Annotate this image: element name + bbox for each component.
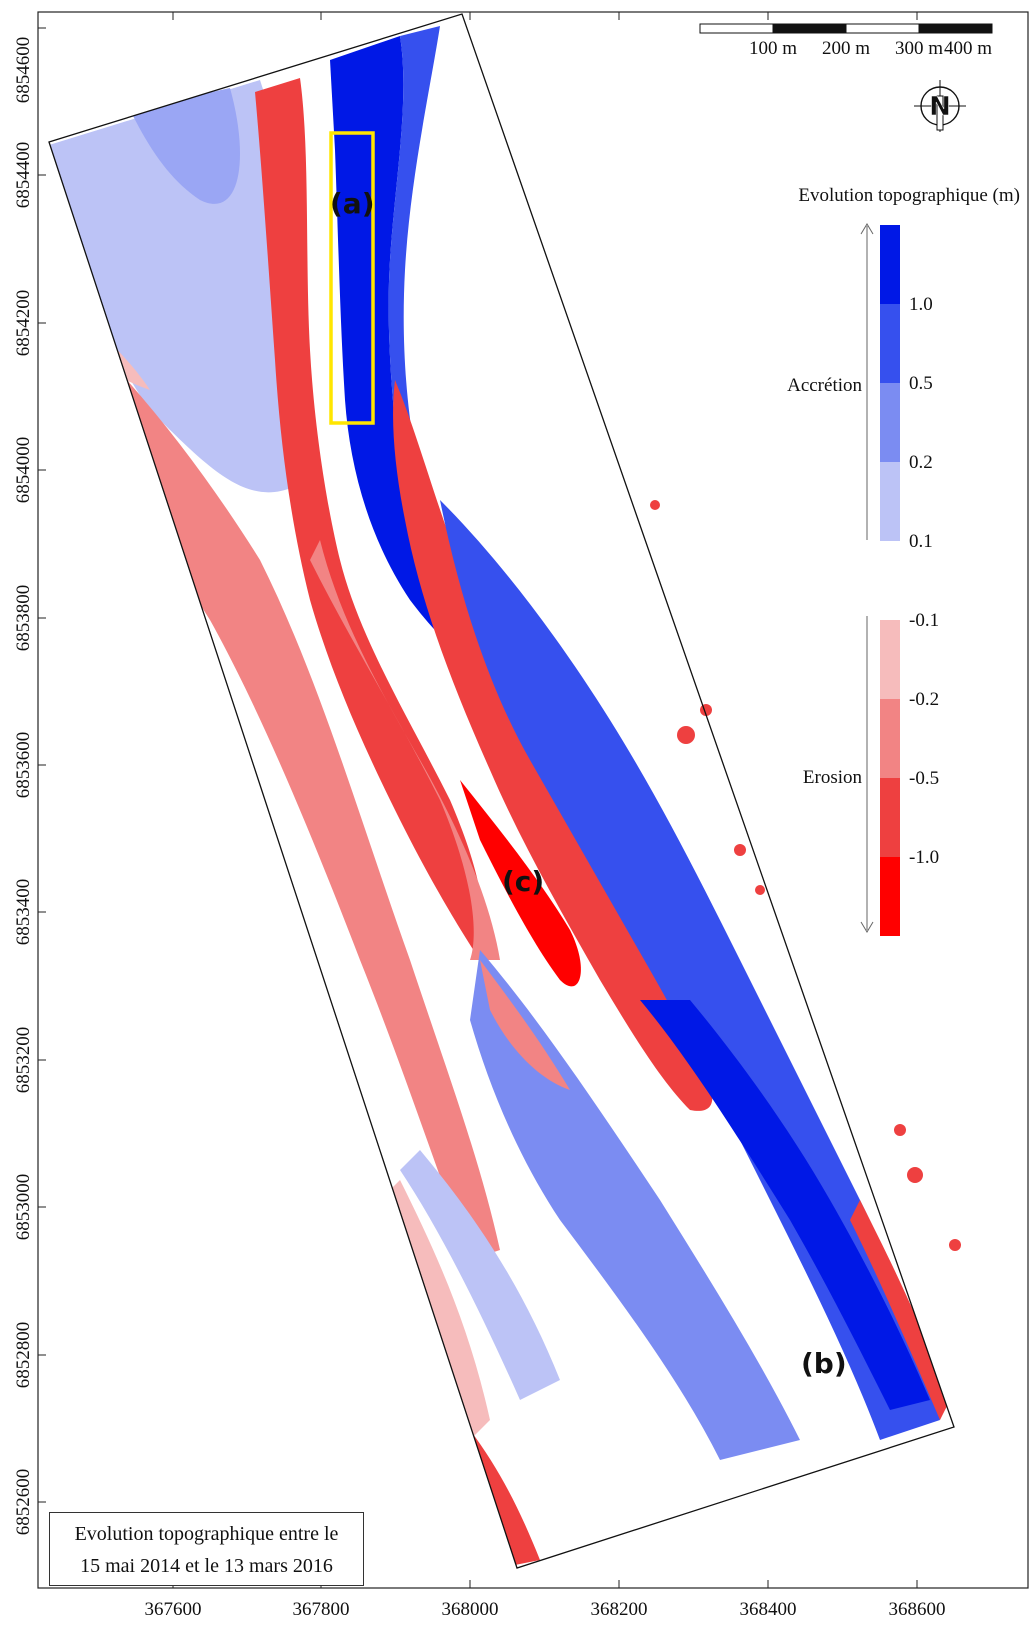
y-tick-label: 6853800 bbox=[13, 585, 34, 652]
legend-break-label: -0.5 bbox=[909, 768, 939, 789]
legend-swatch bbox=[880, 541, 900, 620]
red-spot bbox=[894, 1124, 906, 1136]
zone-a-highlight-box bbox=[329, 131, 375, 425]
southern-blue-channel bbox=[640, 1000, 930, 1410]
legend-swatch bbox=[880, 462, 900, 541]
scale-bar: 100 m 200 m 300 m 400 m bbox=[699, 23, 993, 59]
scale-segment bbox=[699, 23, 774, 34]
light-blue-zone-north bbox=[49, 80, 320, 493]
accretion-label: Accrétion bbox=[787, 375, 862, 396]
legend-title: Evolution topographique (m) bbox=[798, 185, 1020, 206]
y-tick-label: 6852600 bbox=[13, 1469, 34, 1536]
legend-swatch bbox=[880, 778, 900, 857]
northern-red-bar-light bbox=[310, 540, 500, 960]
scale-segment bbox=[845, 23, 920, 34]
north-label: N bbox=[929, 92, 951, 122]
annotation-b: (b) bbox=[801, 1347, 847, 1380]
y-tick-label: 6854600 bbox=[13, 37, 34, 104]
eastern-spots bbox=[650, 500, 961, 1251]
y-tick-label: 6854200 bbox=[13, 290, 34, 357]
south-tip-red bbox=[470, 1430, 540, 1568]
north-blue-channel bbox=[330, 36, 520, 682]
legend-break-label: 0.5 bbox=[909, 373, 933, 394]
south-red-bar bbox=[480, 960, 570, 1090]
y-tick-label: 6853400 bbox=[13, 879, 34, 946]
x-axis: 367600 367800 368000 368200 368400 36860… bbox=[145, 12, 946, 1620]
y-tick-label: 6852800 bbox=[13, 1322, 34, 1389]
east-edge-erosion bbox=[850, 1200, 950, 1420]
caption-box: Evolution topographique entre le 15 mai … bbox=[49, 1512, 364, 1586]
annotation-c: (c) bbox=[502, 865, 544, 898]
legend-break-label: 0.1 bbox=[909, 531, 933, 552]
x-tick-label: 368400 bbox=[740, 1599, 797, 1620]
legend-break-label: 1.0 bbox=[909, 294, 933, 315]
north-arrow-icon: N bbox=[914, 80, 966, 132]
scale-label: 200 m bbox=[822, 38, 870, 59]
red-spot bbox=[650, 500, 660, 510]
southwest-light-blue bbox=[400, 1150, 560, 1400]
x-tick-label: 367600 bbox=[145, 1599, 202, 1620]
legend-break-label: -1.0 bbox=[909, 847, 939, 868]
x-tick-label: 368000 bbox=[442, 1599, 499, 1620]
y-axis: 6852600 6852800 6853000 6853200 6853400 … bbox=[13, 27, 46, 1536]
legend-break-label: 0.2 bbox=[909, 452, 933, 473]
x-tick-label: 368600 bbox=[889, 1599, 946, 1620]
caption-line-2: 15 mai 2014 et le 13 mars 2016 bbox=[80, 1555, 333, 1577]
legend: Evolution topographique (m) Accrétion Er… bbox=[787, 185, 1020, 936]
northern-red-bar bbox=[255, 78, 484, 960]
central-red-core bbox=[460, 780, 581, 987]
legend-swatch bbox=[880, 383, 900, 462]
erosion-label: Erosion bbox=[803, 767, 863, 788]
y-tick-label: 6853200 bbox=[13, 1027, 34, 1094]
legend-swatch bbox=[880, 620, 900, 699]
red-spot bbox=[949, 1239, 961, 1251]
legend-swatch bbox=[880, 699, 900, 778]
red-spot bbox=[677, 726, 695, 744]
medium-blue-zone-north bbox=[130, 88, 240, 204]
scale-segment bbox=[772, 23, 847, 34]
legend-swatch bbox=[880, 857, 900, 936]
y-tick-label: 6854000 bbox=[13, 437, 34, 504]
survey-strip-outline bbox=[48, 13, 955, 1569]
x-tick-label: 367800 bbox=[293, 1599, 350, 1620]
annotation-a: (a) bbox=[330, 187, 375, 220]
red-spot bbox=[907, 1167, 923, 1183]
y-tick-label: 6854400 bbox=[13, 142, 34, 209]
scale-label: 400 m bbox=[944, 38, 992, 59]
red-spot bbox=[755, 885, 765, 895]
y-tick-label: 6853000 bbox=[13, 1174, 34, 1241]
legend-break-label: -0.2 bbox=[909, 689, 939, 710]
scale-label: 100 m bbox=[749, 38, 797, 59]
y-tick-label: 6853600 bbox=[13, 732, 34, 799]
legend-break-label: -0.1 bbox=[909, 610, 939, 631]
scale-segment bbox=[918, 23, 993, 34]
red-spot bbox=[734, 844, 746, 856]
x-tick-label: 368200 bbox=[591, 1599, 648, 1620]
scale-label: 300 m bbox=[895, 38, 943, 59]
legend-swatch bbox=[880, 225, 900, 304]
caption-line-1: Evolution topographique entre le bbox=[74, 1523, 339, 1545]
legend-swatch bbox=[880, 304, 900, 383]
